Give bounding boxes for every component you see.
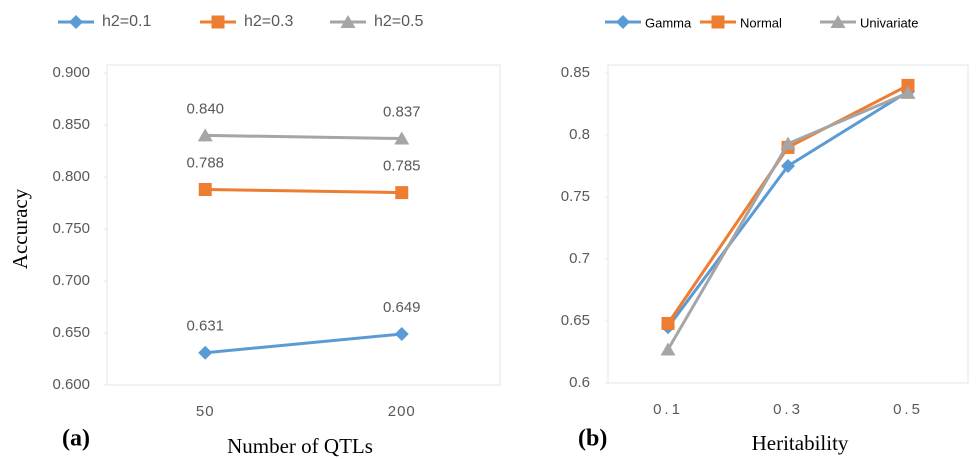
- data-label: 0.837: [383, 103, 421, 120]
- y-tick-label: 0.850: [52, 116, 90, 133]
- data-point: [395, 186, 409, 200]
- data-label: 0.840: [186, 100, 224, 117]
- legend-marker: [211, 15, 225, 29]
- legend-marker: [69, 15, 83, 29]
- data-point: [780, 136, 796, 150]
- y-tick-label: 0.900: [52, 64, 90, 81]
- data-label: 0.631: [186, 318, 224, 335]
- x-tick-label: 0.3: [773, 401, 803, 418]
- data-point: [781, 159, 795, 173]
- data-point: [197, 128, 213, 142]
- legend-marker: [616, 15, 630, 29]
- legend-label: h2=0.5: [374, 13, 423, 30]
- legend-marker: [830, 15, 846, 28]
- data-point: [394, 327, 409, 342]
- y-tick-label: 0.75: [561, 188, 590, 205]
- panel-label: (b): [578, 426, 607, 452]
- y-tick-label: 0.750: [52, 220, 90, 237]
- data-point: [198, 345, 213, 360]
- y-tick-label: 0.600: [52, 376, 90, 393]
- data-point: [661, 316, 675, 330]
- data-label: 0.649: [383, 299, 421, 316]
- legend-label: h2=0.1: [102, 13, 151, 30]
- y-tick-label: 0.800: [52, 168, 90, 185]
- x-axis-label: Heritability: [752, 431, 849, 455]
- y-axis-label: Accuracy: [8, 188, 32, 269]
- legend-label: Univariate: [860, 15, 919, 30]
- x-axis-label: Number of QTLs: [227, 434, 373, 458]
- data-point: [394, 131, 410, 145]
- plot-border: [106, 64, 501, 386]
- y-tick-label: 0.700: [52, 272, 90, 289]
- x-tick-label: 200: [388, 403, 416, 420]
- data-point: [198, 182, 212, 196]
- y-tick-label: 0.6: [569, 374, 590, 391]
- x-tick-label: 50: [196, 403, 215, 420]
- data-label: 0.788: [186, 154, 224, 171]
- series-line: [205, 332, 402, 355]
- legend-label: h2=0.3: [244, 13, 293, 30]
- x-tick-label: 0.1: [653, 401, 683, 418]
- y-tick-label: 0.8: [569, 126, 590, 143]
- y-tick-label: 0.7: [569, 250, 590, 267]
- x-tick-label: 0.5: [893, 401, 923, 418]
- y-tick-label: 0.65: [561, 312, 590, 329]
- y-tick-label: 0.85: [561, 64, 590, 81]
- legend-marker: [711, 15, 725, 29]
- series-line: [666, 91, 909, 351]
- panel-label: (a): [62, 426, 90, 452]
- series-line: [205, 133, 402, 141]
- series-line: [666, 90, 909, 329]
- series-line: [205, 187, 402, 195]
- legend-label: Normal: [740, 15, 782, 30]
- data-label: 0.785: [383, 158, 421, 175]
- data-point: [660, 342, 676, 356]
- plot-border: [607, 64, 969, 384]
- data-point: [900, 85, 916, 99]
- legend-marker: [340, 15, 356, 28]
- legend-label: Gamma: [645, 15, 692, 30]
- y-tick-label: 0.650: [52, 324, 90, 341]
- data-point: [901, 78, 915, 92]
